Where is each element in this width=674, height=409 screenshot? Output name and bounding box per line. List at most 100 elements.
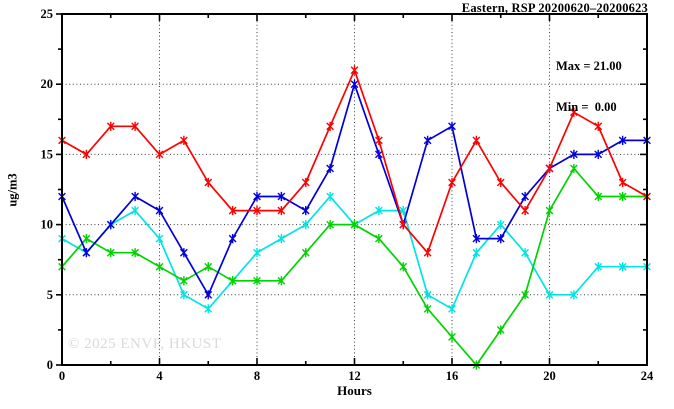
data-point-marker [618, 135, 627, 145]
data-point-marker [594, 149, 603, 159]
data-point-marker [594, 262, 603, 272]
data-point-marker [399, 262, 408, 272]
data-point-marker [423, 135, 432, 145]
data-point-marker [277, 191, 286, 202]
data-point-marker [374, 205, 383, 216]
x-tick-label: 12 [348, 369, 361, 383]
data-point-marker [569, 290, 578, 300]
data-point-marker [82, 234, 91, 244]
data-point-marker [423, 248, 432, 258]
data-point-marker [155, 149, 164, 159]
data-point-marker [301, 177, 310, 188]
data-point-marker [301, 220, 310, 230]
data-point-marker [399, 205, 408, 216]
data-point-marker [448, 304, 456, 314]
data-point-marker [326, 121, 335, 131]
x-axis-label: Hours [337, 383, 372, 398]
data-point-marker [496, 220, 505, 230]
data-point-marker [326, 191, 335, 202]
data-point-marker [106, 220, 115, 230]
y-axis-label: ug/m3 [5, 173, 20, 207]
data-point-marker [350, 220, 359, 230]
y-tick-label: 20 [41, 77, 54, 91]
x-tick-label: 24 [641, 369, 654, 383]
data-point-marker [618, 262, 627, 272]
data-point-marker [521, 205, 530, 216]
y-tick-label: 0 [47, 358, 53, 372]
data-point-marker [131, 191, 140, 202]
x-tick-label: 0 [59, 369, 65, 383]
data-point-marker [106, 121, 115, 131]
data-point-marker [204, 290, 213, 300]
data-point-marker [253, 248, 261, 258]
data-point-marker [204, 304, 213, 314]
data-point-marker [472, 234, 481, 244]
data-point-marker [423, 290, 432, 300]
data-point-marker [155, 205, 164, 216]
data-point-marker [277, 205, 286, 216]
data-point-marker [179, 248, 188, 258]
data-point-marker [253, 191, 261, 202]
data-point-marker [545, 290, 554, 300]
y-tick-label: 10 [41, 218, 54, 232]
data-point-marker [545, 205, 554, 216]
data-point-marker [155, 234, 164, 244]
data-point-marker [179, 276, 188, 286]
data-point-marker [618, 191, 627, 202]
watermark: © 2025 ENVF, HKUST [68, 336, 222, 352]
data-point-marker [301, 248, 310, 258]
data-point-marker [496, 177, 505, 188]
data-point-marker [594, 121, 603, 131]
x-tick-label: 4 [156, 369, 163, 383]
legend-box: Max = 21.00 Min = 0.00 [556, 33, 622, 141]
data-point-marker [131, 121, 140, 131]
data-point-marker [228, 205, 237, 216]
data-point-marker [301, 205, 310, 216]
data-point-marker [326, 220, 335, 230]
data-point-marker [131, 205, 140, 216]
plot-frame [61, 13, 648, 366]
x-tick-label: 20 [543, 369, 556, 383]
data-point-marker [448, 177, 456, 188]
data-point-marker [179, 290, 188, 300]
data-point-marker [472, 248, 481, 258]
data-point-marker [399, 220, 408, 230]
data-point-marker [204, 177, 213, 188]
data-point-marker [569, 149, 578, 159]
data-point-marker [569, 163, 578, 174]
data-point-marker [277, 234, 286, 244]
data-point-marker [155, 262, 164, 272]
data-point-marker [82, 248, 91, 258]
data-point-marker [326, 163, 335, 174]
legend-min-line: Min = 0.00 [556, 99, 617, 114]
data-point-marker [253, 205, 261, 216]
y-tick-label: 5 [47, 288, 53, 302]
data-point-marker [594, 191, 603, 202]
data-point-marker [423, 304, 432, 314]
data-point-marker [350, 65, 359, 75]
legend-max-line: Max = 21.00 [556, 59, 622, 73]
tick-labels: 0 4 8 12 16 20 24 0 5 10 15 20 25 [41, 7, 655, 383]
data-point-marker [374, 234, 383, 244]
x-tick-label: 8 [254, 369, 260, 383]
data-point-marker [496, 325, 505, 335]
data-point-marker [277, 276, 286, 286]
data-point-marker [472, 135, 481, 145]
series-red-markers [58, 65, 651, 258]
series-red [58, 65, 651, 258]
data-point-marker [545, 163, 554, 174]
data-point-marker [350, 79, 359, 89]
data-point-marker [496, 234, 505, 244]
data-point-marker [131, 248, 140, 258]
data-point-marker [521, 248, 530, 258]
data-point-marker [521, 191, 530, 202]
x-tick-label: 16 [446, 369, 459, 383]
data-point-marker [82, 149, 91, 159]
data-point-marker [448, 332, 456, 342]
data-point-marker [228, 234, 237, 244]
data-point-marker [179, 135, 188, 145]
data-point-marker [521, 290, 530, 300]
data-point-marker [374, 149, 383, 159]
